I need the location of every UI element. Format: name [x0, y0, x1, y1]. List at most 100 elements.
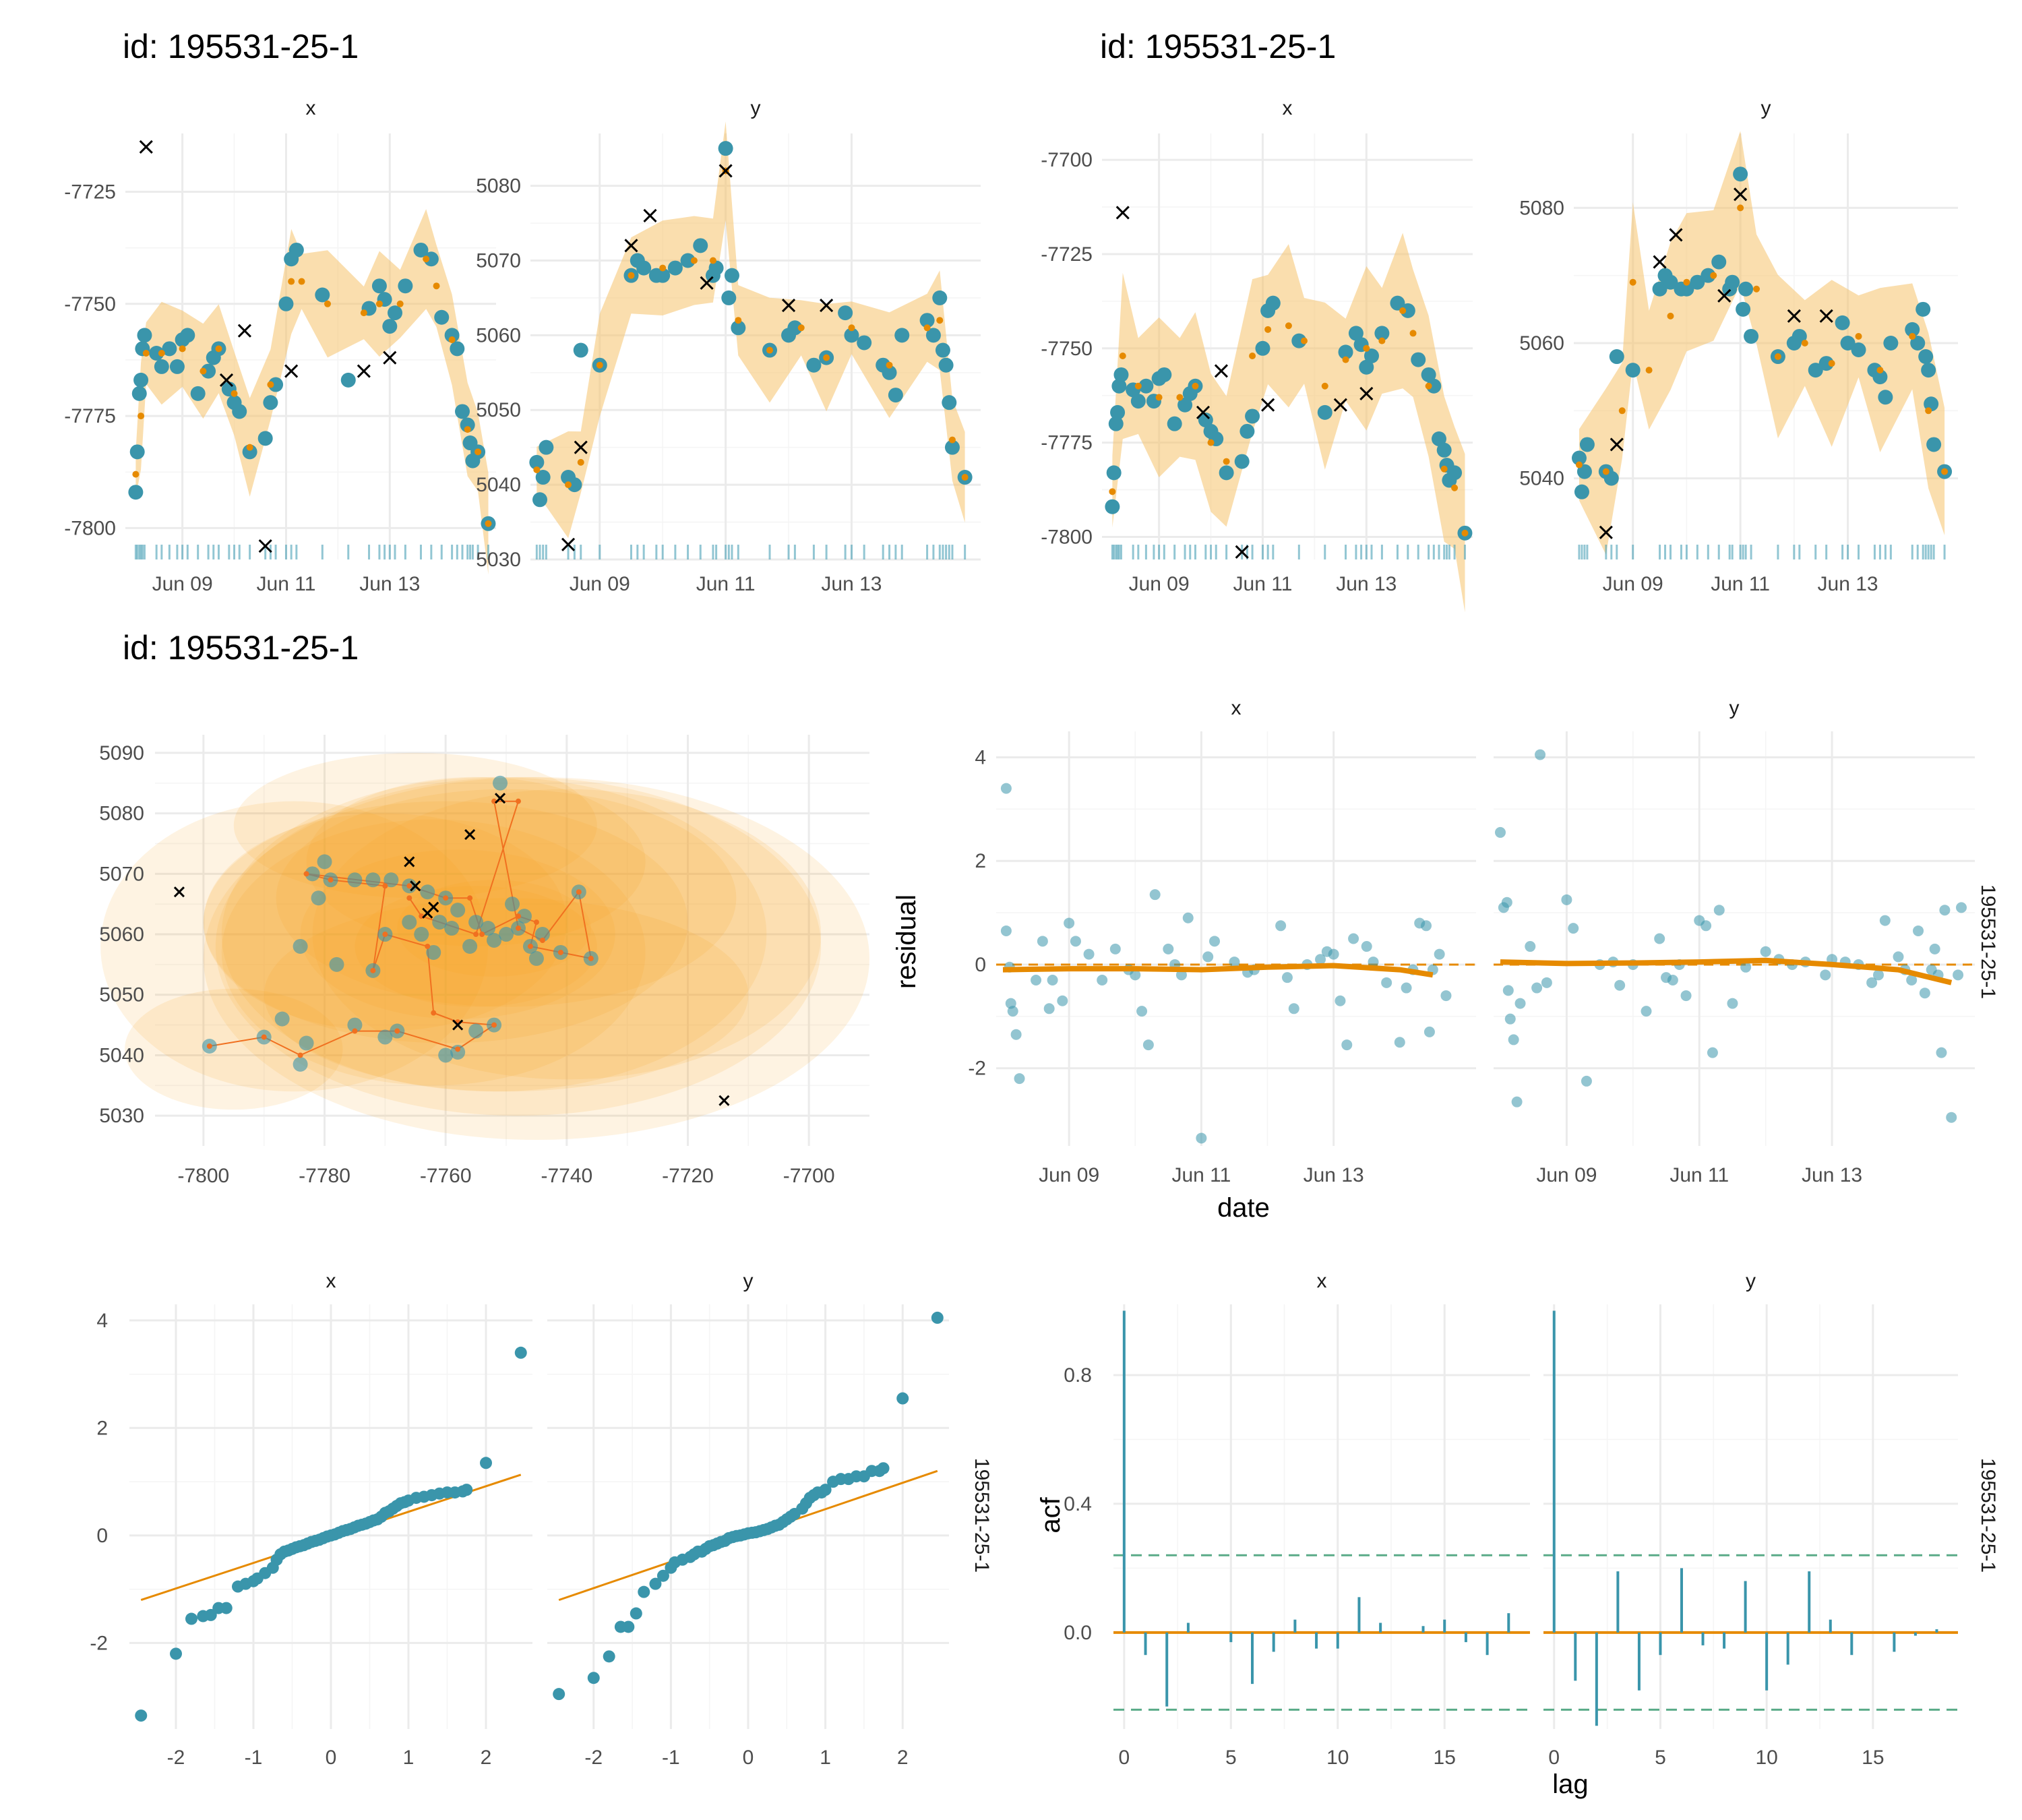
facet-strip-y: y	[743, 1270, 754, 1292]
observed-location	[493, 775, 508, 791]
residual-point	[1315, 954, 1326, 965]
qq-panels: -2 -1 0 1 2 x 4 2 0 -2 -2 -1 0 1 2 y 195531-25-1	[90, 1270, 993, 1769]
residual-point	[1541, 977, 1552, 988]
acf-panels: 0 5 10 15 x 0.8 0.4 0.0 0 5 10 15 y 195531-25-1	[1064, 1270, 1999, 1769]
observed-point	[573, 342, 588, 358]
observed-point	[1679, 281, 1694, 297]
observed-point	[1791, 328, 1807, 344]
outlier-marker	[1599, 525, 1613, 539]
residual-point	[1328, 948, 1339, 960]
qq-point	[460, 1484, 473, 1496]
residual-point	[1760, 946, 1771, 957]
predicted-location	[370, 967, 376, 973]
observed-point	[1690, 274, 1705, 290]
outlier-marker	[624, 239, 638, 253]
residual-point	[1701, 920, 1712, 932]
observed-point	[935, 342, 950, 358]
outlier-marker	[1261, 398, 1275, 412]
prediction-band	[135, 209, 489, 575]
block-title-map: id: 195531-25-1	[123, 629, 359, 667]
observed-point	[1883, 335, 1899, 351]
x-tick-label: Jun 13	[1818, 573, 1878, 595]
observed-point	[1157, 367, 1172, 382]
observed-point	[1447, 465, 1463, 481]
outlier-marker	[1196, 405, 1211, 419]
predicted-point	[1399, 307, 1407, 314]
predicted-location	[406, 895, 412, 901]
smooth-line	[1002, 963, 1434, 978]
residual-point	[1401, 982, 1412, 994]
observed-point	[693, 238, 708, 253]
x-tick-label: -7740	[541, 1165, 592, 1187]
outlier-marker	[404, 856, 415, 868]
predicted-point	[948, 436, 956, 444]
observed-point	[838, 305, 853, 321]
predicted-point	[474, 448, 482, 456]
predicted-point	[1134, 382, 1142, 390]
prediction-band	[1112, 233, 1465, 613]
x-tick-label: Jun 09	[1603, 573, 1663, 595]
observed-location	[462, 938, 478, 954]
x-tick-label: 10	[1755, 1747, 1777, 1769]
uncertainty-ellipse	[306, 777, 646, 946]
observed-point	[201, 363, 216, 379]
residual-point	[1956, 902, 1967, 913]
residual-point	[1939, 905, 1951, 916]
predicted-point	[1602, 468, 1610, 475]
predicted-point	[1109, 488, 1116, 495]
predicted-location	[539, 938, 545, 943]
observed-point	[1840, 335, 1856, 351]
predicted-location	[382, 883, 388, 889]
x-tick-label: 5	[1655, 1747, 1666, 1769]
predicted-point	[1192, 382, 1199, 390]
observed-point	[278, 296, 294, 311]
observed-point	[382, 319, 398, 334]
observed-point	[1177, 397, 1193, 413]
observed-location	[311, 890, 326, 906]
outlier-marker	[1819, 309, 1833, 323]
observed-point	[718, 141, 733, 156]
predicted-location	[515, 798, 521, 804]
outlier-marker	[357, 364, 371, 378]
residual-point	[1149, 889, 1161, 901]
residual-point	[1394, 1037, 1405, 1048]
block-title-time-series-2: id: 195531-25-1	[1100, 28, 1336, 65]
x-tick-label: Jun 09	[1129, 573, 1190, 595]
residual-point	[1047, 975, 1058, 985]
y-tick-label: 0	[975, 954, 986, 976]
observed-point	[882, 365, 897, 380]
predicted-location	[297, 1052, 303, 1058]
y-tick-label: 5080	[1519, 197, 1564, 219]
outlier-marker	[1610, 437, 1624, 452]
residual-point	[1561, 894, 1572, 905]
x-tick-label: Jun 09	[1039, 1164, 1099, 1186]
residual-point	[1288, 1003, 1299, 1014]
residual-point	[1043, 1003, 1055, 1014]
x-tick-label: Jun 13	[359, 573, 420, 595]
x-tick-label: 5	[1225, 1747, 1237, 1769]
residual-point	[1919, 988, 1930, 999]
y-tick-label: -7750	[64, 293, 116, 315]
predicted-point	[766, 346, 774, 354]
residual-point	[1501, 897, 1512, 908]
predicted-location	[431, 1010, 437, 1016]
predicted-point	[1710, 272, 1717, 279]
observed-point	[1926, 437, 1942, 452]
residual-point	[1209, 936, 1221, 947]
observed-point	[1603, 471, 1619, 486]
x-tick-label: -1	[245, 1747, 263, 1769]
predicted-point	[823, 354, 830, 361]
residual-point	[1381, 977, 1392, 988]
predicted-location	[455, 1046, 461, 1052]
predicted-point	[1409, 330, 1417, 337]
predicted-point	[1575, 461, 1583, 468]
residual-point	[1440, 990, 1452, 1002]
predicted-point	[1301, 337, 1308, 344]
predicted-point	[735, 317, 742, 324]
observed-point	[1436, 442, 1452, 458]
residual-point	[1508, 1034, 1519, 1045]
facet-strip-id: 195531-25-1	[1977, 1458, 1999, 1573]
predicted-point	[1249, 352, 1256, 359]
qq-point	[587, 1672, 600, 1685]
